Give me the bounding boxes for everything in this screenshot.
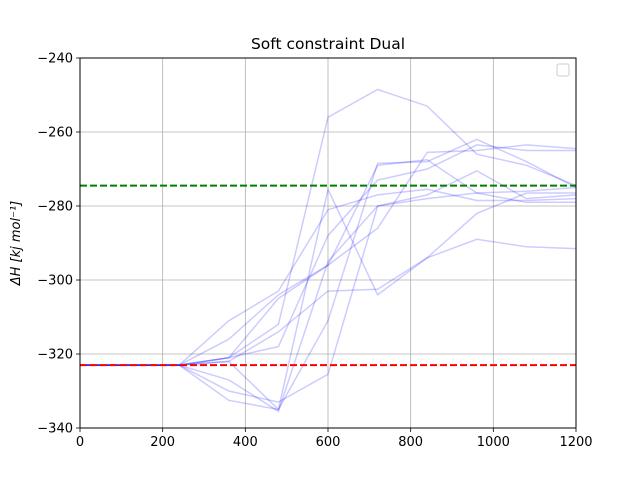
y-tick-label: −240 xyxy=(37,52,73,67)
y-axis-label: ΔH [kj mol⁻¹] xyxy=(9,201,24,287)
axis-ticks: 0 200 400 600 800 1000 1200 −240 −260 −280 −300 −32… xyxy=(37,52,592,451)
y-tick-label: −260 xyxy=(37,126,73,141)
x-tick-label: 600 xyxy=(316,435,341,450)
x-tick-label: 1000 xyxy=(477,435,510,450)
x-tick-label: 200 xyxy=(150,435,175,450)
x-tick-label: 800 xyxy=(398,435,423,450)
x-tick-label: 400 xyxy=(233,435,258,450)
y-tick-label: −320 xyxy=(37,348,73,363)
chart-title: Soft constraint Dual xyxy=(251,35,405,53)
plot-area: 0 200 400 600 800 1000 1200 −240 −260 −280 −300 −32… xyxy=(37,52,592,451)
y-tick-label: −340 xyxy=(37,422,73,437)
y-tick-label: −280 xyxy=(37,200,73,215)
reference-lines xyxy=(80,184,576,367)
legend-box xyxy=(556,63,570,77)
x-tick-label: 0 xyxy=(76,435,84,450)
y-tick-label: −300 xyxy=(37,274,73,289)
x-tick-label: 1200 xyxy=(559,435,592,450)
